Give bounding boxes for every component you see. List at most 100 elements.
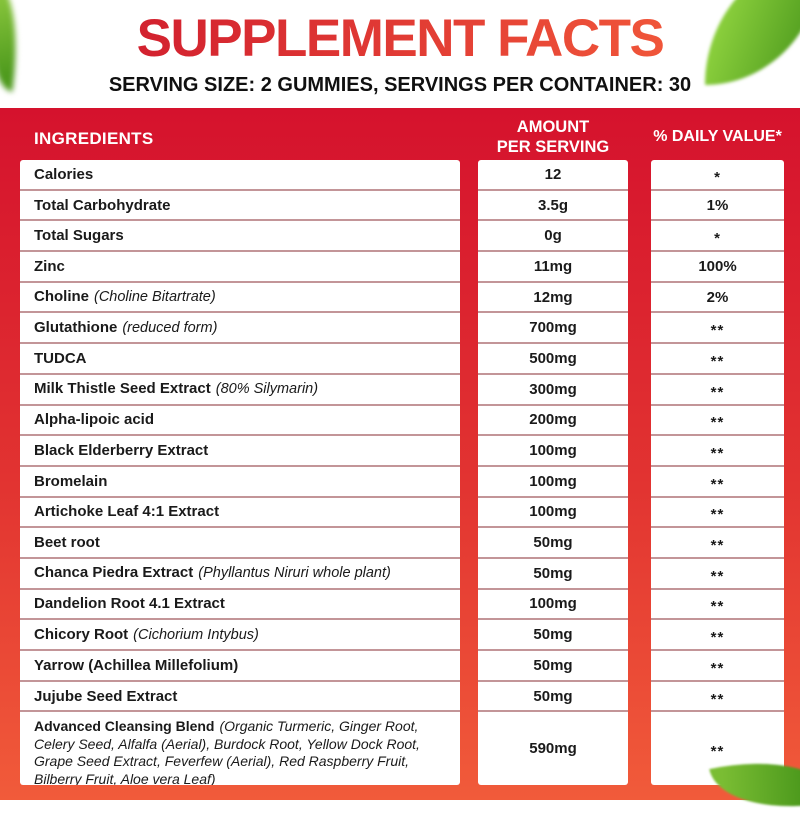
amount-value: 50mg [533,656,573,674]
amount-value: 3.5g [537,196,568,214]
ingredient-name: Yarrow (Achillea Millefolium) [34,656,239,674]
ingredient-name: Black Elderberry Extract [34,442,209,460]
amount-value: 590mg [529,740,577,758]
daily-value: ** [710,383,725,401]
daily-value: ** [710,475,725,493]
ingredient-cell: Total Sugars [20,221,460,253]
column-header-ingredients: INGREDIENTS [34,129,154,148]
amount-value: 200mg [529,411,577,429]
daily-value-cell: ** [651,528,784,559]
ingredient-cell: Beet root [20,528,460,559]
supplement-facts-table: INGREDIENTS AMOUNT PER SERVING % DAILY V… [0,108,800,800]
daily-value: 2% [706,288,729,306]
daily-value: ** [710,659,725,677]
daily-value-cell: ** [651,590,784,621]
daily-value-cell: 1% [651,191,784,222]
ingredient-cell: Advanced Cleansing Blend (Organic Turmeri… [20,712,460,785]
amount-cell: 100mg [478,590,628,621]
ingredient-note: (reduced form) [122,319,218,336]
amount-value: 50mg [533,534,573,552]
daily-value: ** [710,414,725,432]
ingredient-note: (80% Silymarin) [215,381,319,398]
serving-size-line: SERVING SIZE: 2 GUMMIES, SERVINGS PER CO… [108,74,692,96]
amount-cell: 500mg [478,344,628,375]
column-header-amount-line2: PER SERVING [496,138,610,156]
amount-cell: 50mg [478,620,628,651]
daily-value-cell: ** [651,651,784,682]
amount-cell: 0g [478,221,628,253]
ingredient-cell: Total Carbohydrate [20,191,460,222]
amount-value: 500mg [529,349,577,367]
daily-value-cell: 100% [651,252,784,283]
daily-value-cell: ** [651,498,784,529]
ingredient-cell: Chicory Root (Cichorium Intybus) [20,620,460,651]
ingredient-name: Total Carbohydrate [34,196,171,214]
ingredient-name: Artichoke Leaf 4:1 Extract [34,503,220,521]
ingredient-cell: Chanca Piedra Extract (Phyllantus Niruri … [20,559,460,590]
amount-cell: 700mg [478,313,628,345]
daily-value-cell: ** [651,436,784,467]
daily-value: ** [710,567,725,585]
amount-cell: 3.5g [478,191,628,222]
ingredient-cell: Bromelain [20,467,460,498]
amount-cell: 100mg [478,436,628,467]
ingredient-cell: Artichoke Leaf 4:1 Extract [20,498,460,529]
ingredient-name: Calories [34,165,94,183]
daily-value: ** [710,322,725,340]
amount-value: 12mg [533,288,573,306]
ingredient-note: (Organic Turmeric, Ginger Root, Celery S… [34,718,420,785]
ingredient-cell: Alpha-lipoic acid [20,406,460,437]
amount-value: 100mg [529,442,577,460]
amount-value: 0g [544,227,562,245]
daily-value-cell: * [651,160,784,191]
daily-value-cell: ** [651,559,784,590]
ingredient-cell: Jujube Seed Extract [20,682,460,713]
amount-value: 12 [544,165,562,183]
daily-value: ** [710,743,725,761]
ingredient-cell: Zinc [20,252,460,283]
daily-value-cell: ** [651,620,784,651]
amount-cell: 11mg [478,252,628,283]
ingredient-cell: Glutathione (reduced form) [20,313,460,345]
ingredient-cell: TUDCA [20,344,460,375]
daily-value: ** [710,352,725,370]
column-gap [460,160,478,785]
ingredient-name: Total Sugars [34,227,124,245]
column-header-daily-value: % DAILY VALUE* [653,128,782,145]
amount-cell: 12 [478,160,628,191]
amount-value: 300mg [529,380,577,398]
daily-value-cell: ** [651,682,784,713]
ingredient-cell: Choline (Choline Bitartrate) [20,283,460,314]
daily-value-cell: ** [651,375,784,406]
amount-cell: 50mg [478,528,628,559]
amount-cell: 50mg [478,559,628,590]
ingredient-note: (Cichorium Intybus) [133,626,259,643]
daily-value-cell: ** [651,313,784,345]
amount-value: 50mg [533,687,573,705]
daily-value: ** [710,506,725,524]
ingredient-cell: Black Elderberry Extract [20,436,460,467]
amount-value: 100mg [529,503,577,521]
daily-value: * [714,168,721,186]
amount-value: 50mg [533,626,573,644]
ingredient-name: Chicory Root [34,625,129,643]
amount-cell: 300mg [478,375,628,406]
ingredient-note: (Choline Bitartrate) [94,289,216,306]
ingredient-name: Alpha-lipoic acid [34,411,155,429]
daily-value: 1% [706,196,729,214]
ingredient-name: Bromelain [34,472,108,490]
ingredient-cell: Yarrow (Achillea Millefolium) [20,651,460,682]
ingredients-column: Calories Total Carbohydrate Total Sugars Zi… [20,160,460,785]
daily-value: ** [710,537,725,555]
amount-cell: 12mg [478,283,628,314]
page-title: SUPPLEMENT FACTS [0,8,800,69]
ingredient-name: Choline [34,288,89,306]
daily-value: 100% [698,257,737,275]
daily-value: ** [710,690,725,708]
amount-cell: 100mg [478,498,628,529]
amount-cell: 50mg [478,651,628,682]
amount-cell: 50mg [478,682,628,713]
daily-value: * [714,230,721,248]
amount-value: 11mg [533,257,573,275]
daily-value-cell: ** [651,344,784,375]
